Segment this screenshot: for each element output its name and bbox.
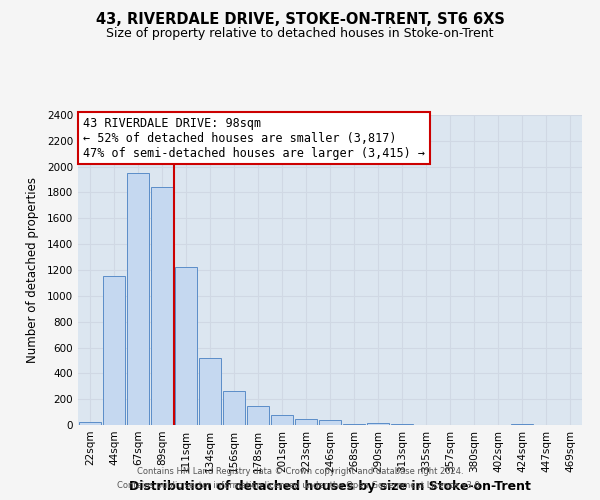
Bar — [247, 406, 269, 425]
Bar — [199, 358, 221, 425]
Text: 43, RIVERDALE DRIVE, STOKE-ON-TRENT, ST6 6XS: 43, RIVERDALE DRIVE, STOKE-ON-TRENT, ST6… — [95, 12, 505, 28]
Bar — [79, 422, 101, 425]
Y-axis label: Number of detached properties: Number of detached properties — [26, 177, 38, 363]
Bar — [319, 420, 341, 425]
Bar — [223, 391, 245, 425]
Bar — [103, 276, 125, 425]
Text: Contains public sector information licensed under the Open Government Licence v3: Contains public sector information licen… — [118, 481, 482, 490]
Bar — [271, 416, 293, 425]
X-axis label: Distribution of detached houses by size in Stoke-on-Trent: Distribution of detached houses by size … — [129, 480, 531, 494]
Bar — [175, 268, 197, 425]
Text: Size of property relative to detached houses in Stoke-on-Trent: Size of property relative to detached ho… — [106, 28, 494, 40]
Bar — [127, 173, 149, 425]
Text: Contains HM Land Registry data © Crown copyright and database right 2024.: Contains HM Land Registry data © Crown c… — [137, 467, 463, 476]
Bar — [511, 424, 533, 425]
Bar — [343, 424, 365, 425]
Bar — [295, 419, 317, 425]
Text: 43 RIVERDALE DRIVE: 98sqm
← 52% of detached houses are smaller (3,817)
47% of se: 43 RIVERDALE DRIVE: 98sqm ← 52% of detac… — [83, 116, 425, 160]
Bar — [151, 188, 173, 425]
Bar — [367, 422, 389, 425]
Bar — [391, 424, 413, 425]
